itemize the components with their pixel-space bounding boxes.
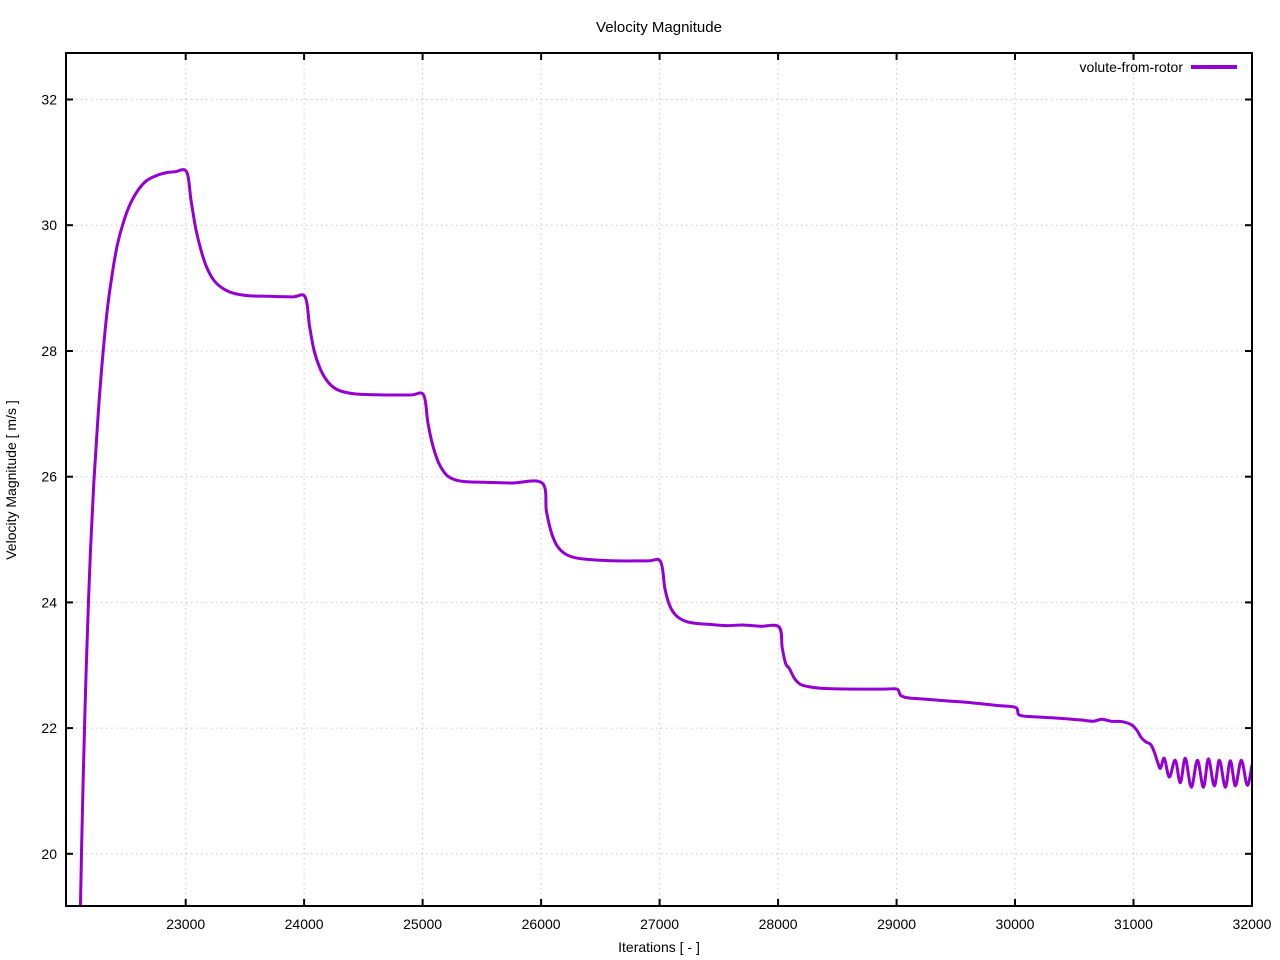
series-layer [78, 168, 1252, 906]
x-tick-label: 24000 [285, 916, 324, 932]
y-tick-label: 24 [41, 594, 57, 610]
plot-border [65, 52, 1253, 907]
x-tick-label: 30000 [996, 916, 1035, 932]
x-tick-label: 31000 [1114, 916, 1153, 932]
legend: volute-from-rotor [1080, 59, 1237, 75]
x-axis-label: Iterations [ - ] [618, 939, 700, 955]
x-tick-label: 26000 [522, 916, 561, 932]
series-line-volute-from-rotor [78, 168, 1252, 906]
y-tick-label: 26 [41, 469, 57, 485]
grid-layer [66, 53, 1253, 906]
x-tick-label: 29000 [877, 916, 916, 932]
y-axis-label: Velocity Magnitude [ m/s ] [3, 400, 19, 560]
y-tick-label: 32 [41, 92, 57, 108]
chart-title: Velocity Magnitude [596, 19, 722, 36]
legend-label: volute-from-rotor [1080, 59, 1184, 75]
tick-layer [66, 53, 1253, 906]
y-tick-label: 20 [41, 846, 57, 862]
x-tick-label: 28000 [759, 916, 798, 932]
x-tick-label: 23000 [166, 916, 205, 932]
y-tick-label: 28 [41, 343, 57, 359]
x-tick-label: 27000 [640, 916, 679, 932]
y-tick-label: 30 [41, 217, 57, 233]
y-tick-label: 22 [41, 720, 57, 736]
tick-label-layer: 23000 24000 25000 26000 27000 28000 29000 30000… [41, 92, 1271, 933]
x-tick-label: 25000 [403, 916, 442, 932]
x-tick-label: 32000 [1233, 916, 1272, 932]
